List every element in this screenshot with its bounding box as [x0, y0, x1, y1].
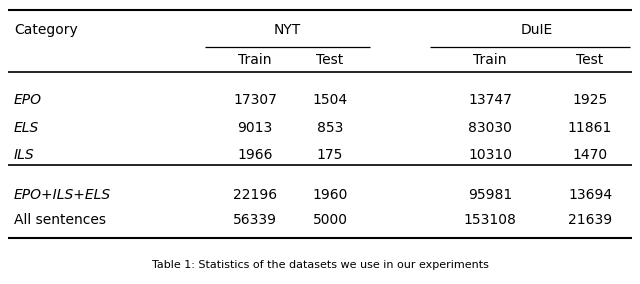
- Text: DuIE: DuIE: [521, 23, 553, 37]
- Text: 95981: 95981: [468, 188, 512, 202]
- Text: 1966: 1966: [237, 148, 273, 162]
- Text: Test: Test: [316, 53, 344, 67]
- Text: 21639: 21639: [568, 213, 612, 227]
- Text: 11861: 11861: [568, 121, 612, 135]
- Text: 853: 853: [317, 121, 343, 135]
- Text: 1960: 1960: [312, 188, 348, 202]
- Text: 56339: 56339: [233, 213, 277, 227]
- Text: ELS: ELS: [14, 121, 39, 135]
- Text: 13694: 13694: [568, 188, 612, 202]
- Text: 175: 175: [317, 148, 343, 162]
- Text: Train: Train: [238, 53, 272, 67]
- Text: 153108: 153108: [463, 213, 516, 227]
- Text: 9013: 9013: [237, 121, 273, 135]
- Text: 83030: 83030: [468, 121, 512, 135]
- Text: 5000: 5000: [312, 213, 348, 227]
- Text: 1925: 1925: [572, 93, 607, 107]
- Text: 1504: 1504: [312, 93, 348, 107]
- Text: All sentences: All sentences: [14, 213, 106, 227]
- Text: Test: Test: [577, 53, 604, 67]
- Text: EPO+ILS+ELS: EPO+ILS+ELS: [14, 188, 111, 202]
- Text: Category: Category: [14, 23, 77, 37]
- Text: Train: Train: [473, 53, 507, 67]
- Text: NYT: NYT: [273, 23, 301, 37]
- Text: 22196: 22196: [233, 188, 277, 202]
- Text: Table 1: Statistics of the datasets we use in our experiments: Table 1: Statistics of the datasets we u…: [152, 260, 488, 270]
- Text: EPO: EPO: [14, 93, 42, 107]
- Text: 10310: 10310: [468, 148, 512, 162]
- Text: 1470: 1470: [572, 148, 607, 162]
- Text: 13747: 13747: [468, 93, 512, 107]
- Text: ILS: ILS: [14, 148, 35, 162]
- Text: 17307: 17307: [233, 93, 277, 107]
